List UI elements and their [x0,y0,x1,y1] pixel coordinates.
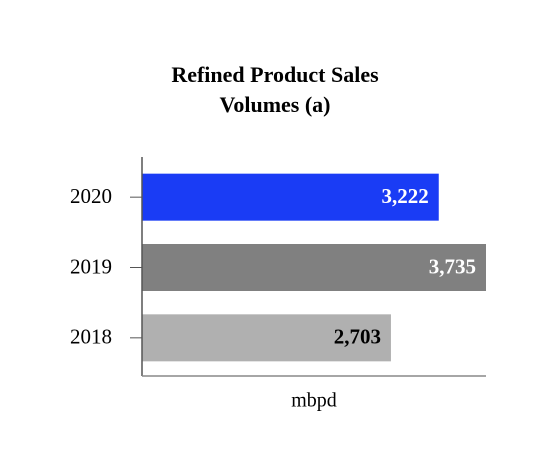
bar [142,244,486,291]
value-label: 3,735 [429,254,476,278]
value-label: 3,222 [382,184,429,208]
y-tick-label: 2020 [70,184,112,208]
bar [142,173,439,221]
y-tick-label: 2019 [70,254,112,278]
value-label: 2,703 [334,325,381,349]
y-tick-label: 2018 [70,325,112,349]
bar [142,314,391,362]
chart-title: Refined Product Sales Volumes (a) [171,62,379,117]
x-axis-label: mbpd [291,390,337,412]
